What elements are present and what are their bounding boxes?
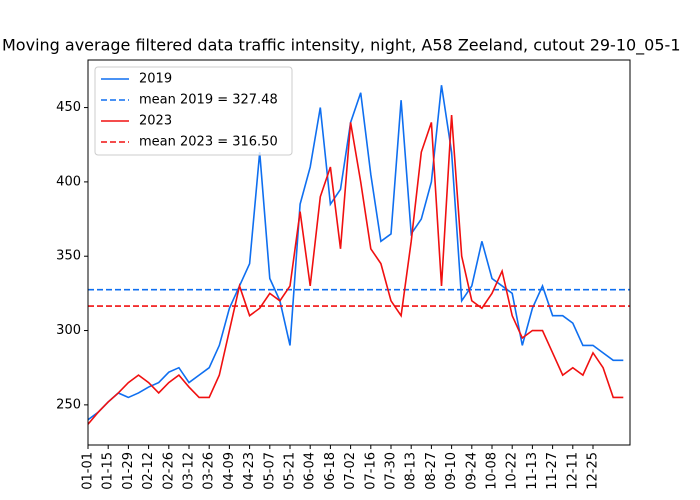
data-line — [88, 114, 624, 425]
legend-label: 2019 — [139, 72, 172, 87]
x-tick-label: 11-27 — [545, 452, 560, 490]
x-tick-label: 10-22 — [505, 452, 520, 490]
legend-label: mean 2023 = 316.50 — [139, 135, 278, 150]
chart-title: Moving average filtered data traffic int… — [2, 36, 681, 56]
plot-frame — [87, 59, 631, 446]
x-tick-label: 10-08 — [485, 452, 500, 490]
x-tick-label: 01-01 — [81, 452, 96, 490]
x-tick-label: 07-02 — [343, 452, 358, 490]
x-tick-label: 07-30 — [384, 452, 399, 490]
y-tick-label: 350 — [56, 249, 81, 264]
x-tick-label: 03-12 — [182, 452, 197, 490]
x-tick-label: 05-07 — [262, 452, 277, 490]
x-tick-label: 06-04 — [303, 452, 318, 490]
x-tick-label: 09-10 — [444, 452, 459, 490]
x-tick-label: 12-25 — [586, 452, 601, 490]
x-tick-label: 11-13 — [525, 452, 540, 490]
x-tick-label: 05-21 — [283, 452, 298, 490]
x-tick-label: 09-24 — [464, 452, 479, 490]
legend-label: 2023 — [139, 114, 172, 129]
x-tick-label: 02-26 — [161, 452, 176, 490]
data-line — [88, 85, 624, 421]
legend-label: mean 2019 = 327.48 — [139, 93, 278, 108]
legend-box — [94, 66, 293, 156]
y-tick-label: 250 — [56, 397, 81, 412]
x-tick-label: 08-27 — [424, 452, 439, 490]
x-tick-label: 03-26 — [202, 452, 217, 490]
x-tick-label: 04-23 — [242, 452, 257, 490]
x-tick-label: 08-13 — [404, 452, 419, 490]
x-tick-label: 07-16 — [363, 452, 378, 490]
x-tick-label: 04-09 — [222, 452, 237, 490]
y-tick-label: 400 — [56, 174, 81, 189]
x-tick-label: 01-29 — [121, 452, 136, 490]
y-tick-label: 450 — [56, 100, 81, 115]
y-tick-label: 300 — [56, 323, 81, 338]
x-tick-label: 06-18 — [323, 452, 338, 490]
x-tick-label: 02-12 — [141, 452, 156, 490]
x-tick-label: 01-15 — [101, 452, 116, 490]
x-tick-label: 12-11 — [565, 452, 580, 490]
